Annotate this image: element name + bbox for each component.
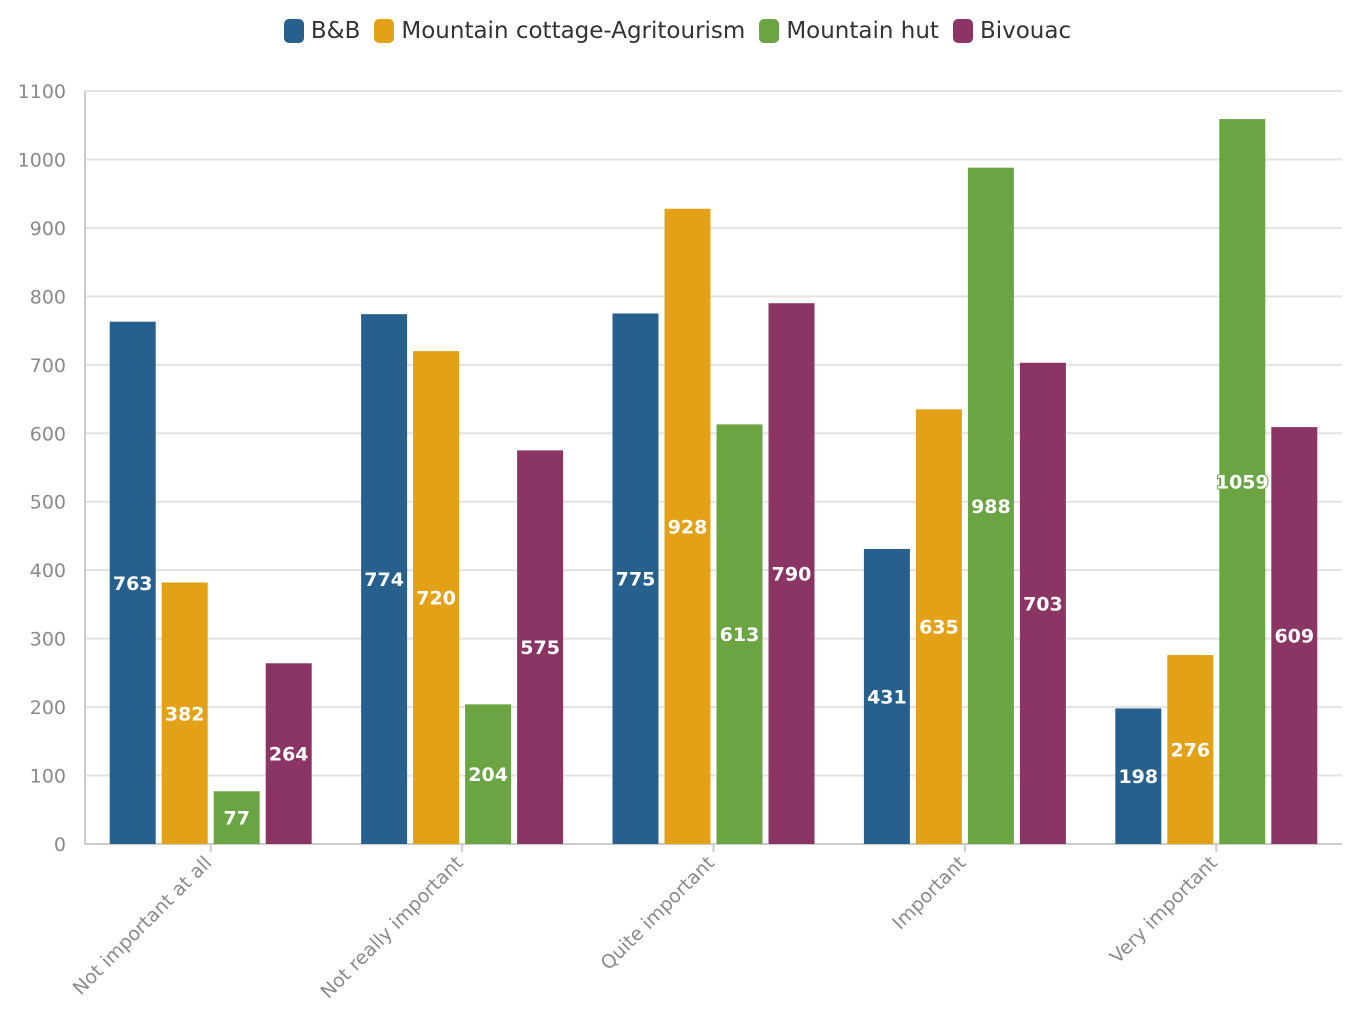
bar-4-3 — [1271, 427, 1318, 844]
legend-item-bnb[interactable]: B&B — [283, 18, 361, 44]
bar-1-0 — [361, 314, 408, 844]
data-label-1-0: 774 — [364, 569, 404, 591]
legend-label-bnb: B&B — [310, 18, 361, 44]
y-tick-label-800: 800 — [30, 286, 66, 308]
bar-0-3 — [265, 663, 312, 844]
data-label-0-2: 77 — [223, 808, 249, 830]
y-tick-label-300: 300 — [30, 629, 66, 651]
y-tick-label-700: 700 — [30, 355, 66, 377]
y-tick-label-1000: 1000 — [18, 149, 66, 171]
bar-2-0 — [612, 313, 659, 844]
bar-4-1 — [1167, 655, 1214, 844]
data-label-4-2: 1059 — [1216, 472, 1269, 494]
bar-0-1 — [161, 582, 208, 844]
data-label-1-3: 575 — [520, 637, 560, 659]
data-label-0-1: 382 — [165, 703, 205, 725]
data-label-2-2: 613 — [720, 624, 760, 646]
legend-swatch-bivouac — [952, 19, 973, 43]
bar-0-0 — [109, 321, 156, 845]
legend-item-mountain-hut[interactable]: Mountain hut — [759, 18, 939, 44]
y-tick-label-0: 0 — [54, 834, 66, 856]
legend-label-mountain-cottage: Mountain cottage-Agritourism — [401, 18, 746, 44]
bar-1-1 — [413, 351, 460, 844]
legend-swatch-mountain-hut — [759, 19, 780, 43]
legend-item-bivouac[interactable]: Bivouac — [952, 18, 1072, 44]
data-label-0-0: 763 — [113, 573, 153, 595]
data-label-1-2: 204 — [468, 764, 508, 786]
bar-1-2 — [465, 704, 512, 844]
y-tick-label-900: 900 — [30, 218, 66, 240]
y-tick-label-1100: 1100 — [18, 81, 66, 103]
bar-2-1 — [664, 208, 711, 844]
y-tick-label-200: 200 — [30, 697, 66, 719]
bar-3-2 — [967, 167, 1014, 845]
data-label-3-3: 703 — [1023, 593, 1063, 615]
data-label-3-2: 988 — [971, 496, 1011, 518]
y-tick-label-100: 100 — [30, 766, 66, 788]
data-label-2-3: 790 — [772, 564, 812, 586]
y-tick-label-600: 600 — [30, 423, 66, 445]
bar-3-1 — [915, 409, 962, 844]
chart-legend: B&B Mountain cottage-Agritourism Mountai… — [0, 18, 1355, 44]
bar-1-3 — [517, 450, 564, 844]
bar-3-3 — [1019, 362, 1066, 844]
data-label-3-0: 431 — [867, 686, 907, 708]
bar-4-2 — [1219, 119, 1266, 845]
x-tick-label-2: Quite important — [596, 852, 719, 975]
data-label-4-1: 276 — [1170, 740, 1210, 762]
data-label-3-1: 635 — [919, 617, 959, 639]
legend-label-mountain-hut: Mountain hut — [786, 18, 939, 44]
bar-2-2 — [716, 424, 763, 844]
data-label-2-0: 775 — [616, 569, 656, 591]
data-label-2-1: 928 — [668, 516, 708, 538]
y-tick-label-400: 400 — [30, 560, 66, 582]
x-tick-label-4: Very important — [1106, 852, 1222, 968]
y-tick-label-500: 500 — [30, 492, 66, 514]
legend-item-mountain-cottage[interactable]: Mountain cottage-Agritourism — [374, 18, 745, 44]
legend-swatch-mountain-cottage — [374, 19, 395, 43]
data-label-0-3: 264 — [269, 744, 309, 766]
data-label-4-0: 198 — [1118, 766, 1158, 788]
data-label-1-1: 720 — [416, 588, 456, 610]
x-tick-label-3: Important — [888, 852, 970, 934]
x-tick-label-0: Not important at all — [69, 852, 216, 999]
bar-3-0 — [863, 548, 910, 844]
bar-4-0 — [1115, 708, 1162, 844]
x-tick-label-1: Not really important — [316, 852, 467, 1003]
data-label-4-3: 609 — [1274, 626, 1314, 648]
bar-0-2 — [213, 791, 260, 844]
bar-2-3 — [768, 303, 815, 844]
legend-label-bivouac: Bivouac — [979, 18, 1072, 44]
legend-swatch-bnb — [283, 19, 304, 43]
